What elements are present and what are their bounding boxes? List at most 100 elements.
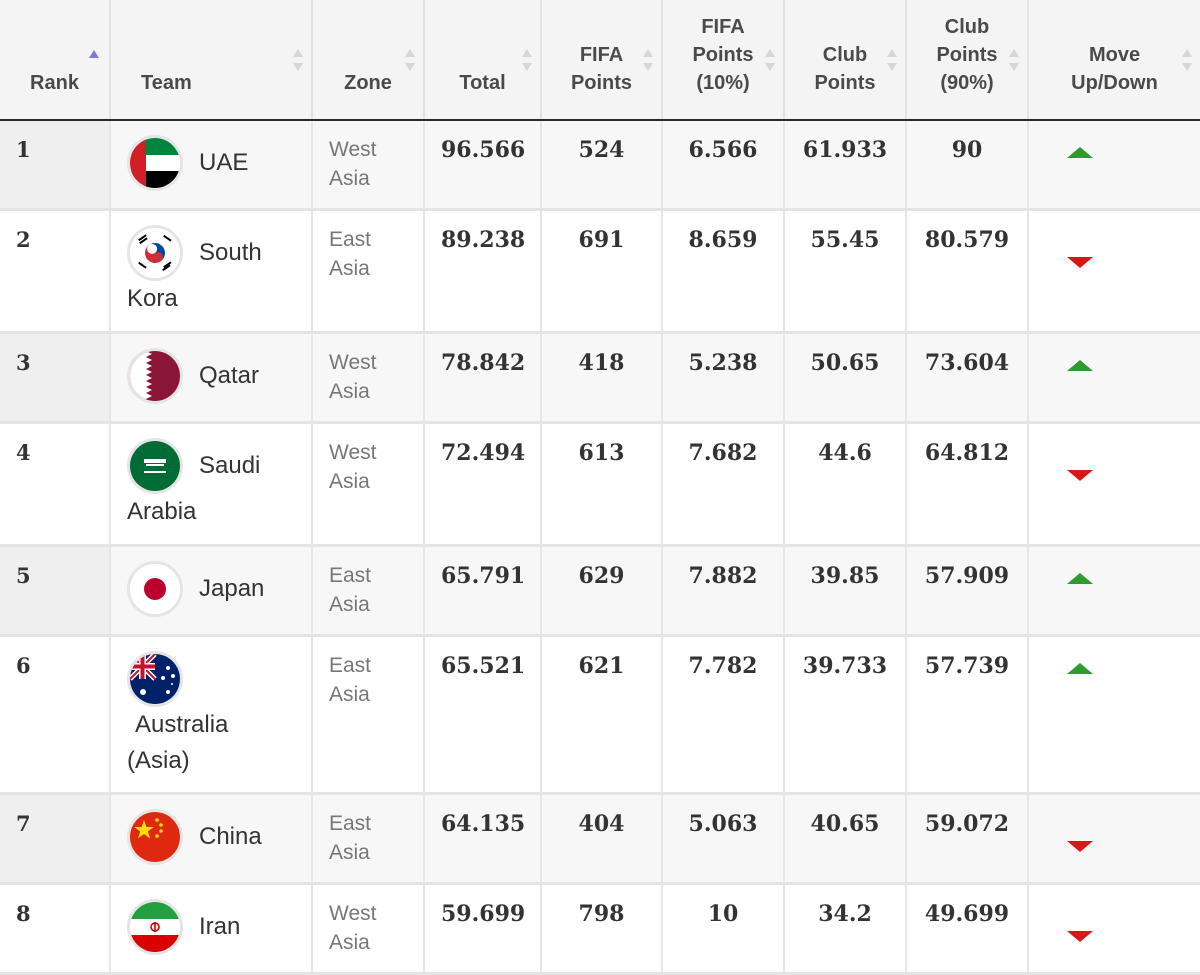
zone-cell: West Asia <box>312 120 425 211</box>
fifa-points-cell: 629 <box>541 545 663 637</box>
zone-line-2: Asia <box>329 256 370 280</box>
total-value: 64.135 <box>441 810 526 837</box>
fifa-points-10-value: 5.238 <box>688 349 758 376</box>
column-header-move[interactable]: Move Up/Down <box>1028 0 1200 121</box>
qatar-flag-icon <box>127 347 183 404</box>
team-cell: Iran <box>110 883 313 975</box>
column-header-zone[interactable]: Zone <box>312 0 425 121</box>
move-up-icon <box>1067 359 1093 371</box>
club-points-value: 39.85 <box>810 562 880 589</box>
header-label: Club <box>822 44 868 66</box>
zone-line-1: East <box>329 653 372 677</box>
team-name: Iran <box>199 912 241 940</box>
uae-flag-icon <box>127 135 183 191</box>
fifa-points-cell: 621 <box>541 635 663 795</box>
fifa-points-10-value: 7.682 <box>688 439 758 466</box>
move-up-icon <box>1067 662 1093 674</box>
zone-cell: West Asia <box>312 422 425 547</box>
rank-cell: 4 <box>0 422 111 547</box>
club-points-90-value: 64.812 <box>924 439 1010 466</box>
move-up-icon <box>1067 572 1093 584</box>
japan-flag-icon <box>127 560 183 617</box>
column-header-team[interactable]: Team <box>110 0 313 121</box>
table-body: 1 UAE West Asia 96.566 524 6.566 61.933 9… <box>0 120 1200 975</box>
fifa-points-value: 613 <box>578 439 625 466</box>
team-cell: China <box>110 793 313 885</box>
move-cell <box>1028 793 1200 885</box>
sort-icon[interactable] <box>643 48 653 71</box>
rank-value: 3 <box>16 349 31 375</box>
column-header-fifa-points[interactable]: FIFA Points <box>541 0 663 121</box>
zone-line-2: Asia <box>329 592 370 616</box>
total-value: 78.842 <box>441 349 526 376</box>
total-cell: 65.521 <box>424 635 542 795</box>
total-cell: 89.238 <box>424 209 542 334</box>
club-points-cell: 61.933 <box>784 120 907 211</box>
table-row: 4 Saudi Arabia West Asia 72.494 613 7.682 … <box>0 422 1200 547</box>
china-flag-icon <box>127 808 183 865</box>
sort-icon[interactable] <box>522 48 532 71</box>
fifa-points-cell: 691 <box>541 209 663 334</box>
rank-cell: 8 <box>0 883 111 975</box>
rank-value: 8 <box>16 900 31 926</box>
header-label: Club <box>944 16 990 38</box>
club-points-value: 34.2 <box>818 900 872 927</box>
move-down-icon <box>1067 930 1093 942</box>
column-header-club-points-90[interactable]: Club Points (90%) <box>906 0 1029 121</box>
rank-value: 7 <box>16 810 31 836</box>
rank-cell: 5 <box>0 545 111 637</box>
rank-value: 5 <box>16 562 31 588</box>
club-points-90-value: 80.579 <box>924 226 1010 253</box>
header-label: Move <box>1088 44 1141 66</box>
club-points-90-cell: 57.909 <box>906 545 1029 637</box>
table-row: 1 UAE West Asia 96.566 524 6.566 61.933 9… <box>0 120 1200 211</box>
header-label: Up/Down <box>1071 72 1158 94</box>
club-points-90-cell: 73.604 <box>906 332 1029 424</box>
sort-icon[interactable] <box>887 48 897 71</box>
total-value: 96.566 <box>441 137 526 163</box>
zone-line-2: Asia <box>329 840 370 864</box>
move-cell <box>1028 120 1200 211</box>
team-name: Qatar <box>199 361 260 389</box>
total-cell: 72.494 <box>424 422 542 547</box>
team-cell: Qatar <box>110 332 313 424</box>
total-value: 89.238 <box>441 226 526 253</box>
club-points-value: 39.733 <box>802 652 888 679</box>
australia-flag-icon <box>127 650 183 707</box>
fifa-points-10-cell: 8.659 <box>662 209 785 334</box>
club-points-90-cell: 64.812 <box>906 422 1029 547</box>
fifa-points-cell: 404 <box>541 793 663 885</box>
sort-icon[interactable] <box>405 48 415 71</box>
column-header-fifa-points-10[interactable]: FIFA Points (10%) <box>662 0 785 121</box>
column-header-total[interactable]: Total <box>424 0 542 121</box>
club-points-cell: 50.65 <box>784 332 907 424</box>
sort-icon[interactable] <box>1009 48 1019 71</box>
total-cell: 59.699 <box>424 883 542 975</box>
sort-icon[interactable] <box>765 48 775 71</box>
table-row: 7 China East Asia 64.135 404 5.063 40.65 … <box>0 793 1200 885</box>
header-label: Points <box>936 44 998 66</box>
header-label: Rank <box>30 72 79 94</box>
fifa-points-10-cell: 7.782 <box>662 635 785 795</box>
club-points-cell: 39.733 <box>784 635 907 795</box>
header-label: Team <box>141 72 192 94</box>
fifa-points-10-value: 10 <box>707 900 739 927</box>
table-row: 2 South Kora East Asia 89.238 691 8.659 55… <box>0 209 1200 334</box>
fifa-points-value: 404 <box>578 810 625 837</box>
team-cell: Australia (Asia) <box>110 635 313 795</box>
column-header-rank[interactable]: Rank <box>0 0 111 121</box>
column-header-club-points[interactable]: Club Points <box>784 0 907 121</box>
header-label: FIFA <box>701 16 745 38</box>
club-points-value: 61.933 <box>802 137 888 163</box>
total-value: 59.699 <box>441 900 526 927</box>
sort-icon[interactable] <box>293 48 303 71</box>
sort-ascending-icon[interactable] <box>89 50 99 72</box>
sort-icon[interactable] <box>1182 48 1192 71</box>
zone-cell: West Asia <box>312 332 425 424</box>
fifa-points-10-cell: 7.682 <box>662 422 785 547</box>
rank-cell: 7 <box>0 793 111 885</box>
club-points-90-value: 57.909 <box>924 562 1010 589</box>
rank-cell: 2 <box>0 209 111 334</box>
club-points-90-cell: 49.699 <box>906 883 1029 975</box>
club-points-value: 55.45 <box>810 226 880 253</box>
